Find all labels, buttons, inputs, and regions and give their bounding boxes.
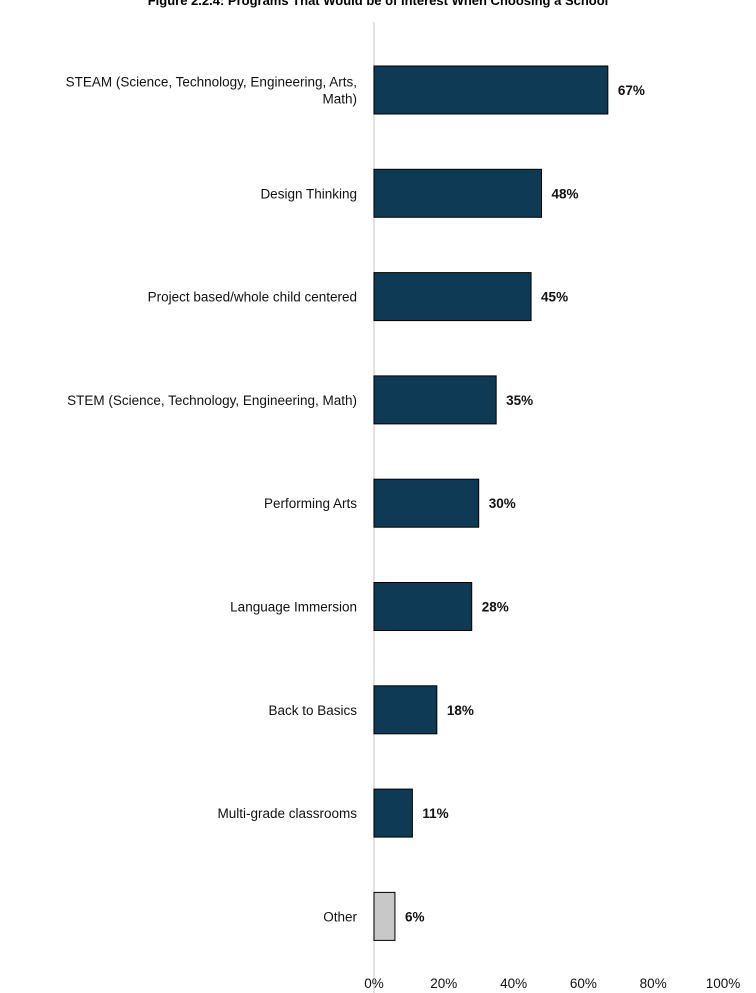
category-label: Other: [323, 909, 357, 924]
x-tick-label: 80%: [640, 976, 667, 991]
category-label: Design Thinking: [260, 186, 357, 201]
x-tick-label: 20%: [430, 976, 457, 991]
data-label: 11%: [422, 806, 448, 821]
data-label: 6%: [405, 909, 425, 924]
data-label: 45%: [541, 290, 568, 305]
bar: [373, 168, 543, 218]
bar: [373, 272, 532, 322]
bar: [373, 891, 396, 941]
x-tick-label: 40%: [500, 976, 527, 991]
bar: [373, 375, 497, 425]
data-label: 67%: [618, 83, 645, 98]
category-label: Back to Basics: [268, 703, 357, 718]
category-label: Performing Arts: [264, 496, 357, 511]
bar: [373, 582, 473, 631]
data-label: 28%: [482, 600, 509, 615]
chart-title: Figure 2.2.4: Programs That Would be of …: [147, 0, 609, 8]
category-label: Language Immersion: [230, 600, 357, 615]
x-tick-label: 0%: [364, 976, 384, 991]
bar: [373, 685, 438, 735]
bar: [373, 788, 413, 838]
data-label: 18%: [447, 703, 474, 718]
category-label: Multi-grade classrooms: [217, 806, 357, 821]
category-label: Project based/whole child centered: [148, 290, 357, 305]
data-label: 30%: [489, 496, 516, 511]
category-label: STEM (Science, Technology, Engineering, …: [67, 393, 357, 408]
category-label: STEAM (Science, Technology, Engineering,…: [66, 75, 357, 90]
category-label: Math): [322, 92, 357, 107]
x-tick-label: 60%: [570, 976, 597, 991]
bar: [373, 65, 609, 115]
data-label: 48%: [552, 186, 579, 201]
x-tick-label: 100%: [706, 976, 741, 991]
bar: [373, 478, 480, 528]
data-label: 35%: [506, 393, 533, 408]
